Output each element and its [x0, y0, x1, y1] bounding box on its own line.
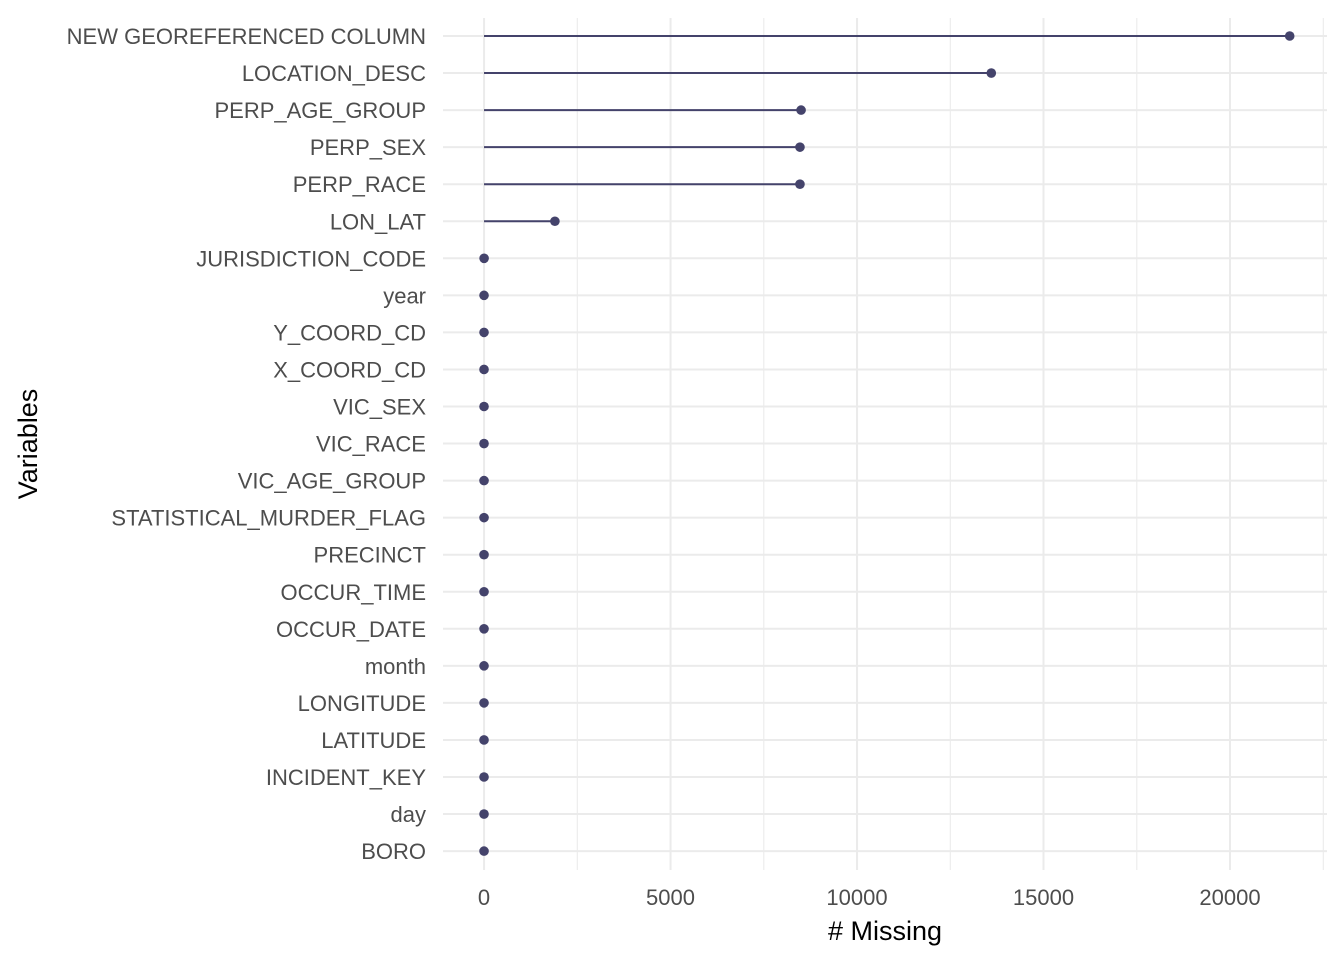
lollipop-point	[479, 512, 489, 523]
label-layer: NEW GEOREFERENCED COLUMN LOCATION_DESC PER…	[67, 24, 1261, 910]
lollipop-point	[479, 586, 489, 597]
lollipop-point	[479, 809, 489, 819]
y-tick-label: VIC_RACE	[316, 432, 426, 457]
lollipop-point	[1284, 31, 1295, 41]
y-tick-label: PERP_AGE_GROUP	[214, 98, 426, 123]
y-tick-label: VIC_SEX	[333, 395, 426, 420]
y-tick-label: day	[391, 802, 426, 827]
x-tick-label: 10000	[826, 885, 887, 910]
y-tick-label: INCIDENT_KEY	[266, 765, 426, 790]
lollipop-point	[795, 179, 805, 189]
lollipop-point	[479, 698, 489, 708]
lollipop-point	[479, 475, 489, 486]
y-tick-label: PERP_SEX	[310, 135, 426, 160]
y-tick-label: LON_LAT	[330, 209, 426, 234]
lollipop-point	[479, 549, 489, 560]
y-tick-label: JURISDICTION_CODE	[196, 246, 426, 271]
lollipop-point	[795, 142, 805, 152]
y-tick-label: PRECINCT	[314, 543, 426, 568]
y-tick-label: OCCUR_DATE	[276, 617, 426, 642]
y-tick-label: BORO	[361, 839, 426, 864]
y-tick-label: month	[365, 654, 426, 679]
x-tick-label: 15000	[1013, 885, 1074, 910]
y-tick-label: NEW GEOREFERENCED COLUMN	[67, 24, 426, 49]
lollipop-point	[479, 327, 489, 338]
y-axis-title: Variables	[13, 389, 43, 500]
grid-layer	[443, 18, 1327, 870]
x-tick-label: 5000	[646, 885, 695, 910]
lollipop-point	[550, 216, 560, 227]
y-tick-label: X_COORD_CD	[273, 357, 426, 382]
y-tick-label: LONGITUDE	[298, 691, 426, 716]
lollipop-point	[479, 290, 489, 301]
lollipop-point	[479, 661, 489, 671]
lollipop-point	[479, 401, 489, 412]
y-tick-label: STATISTICAL_MURDER_FLAG	[111, 506, 426, 531]
x-tick-label: 0	[478, 885, 490, 910]
lollipop-point	[479, 364, 489, 375]
lollipop-point	[479, 846, 489, 856]
lollipop-point	[986, 68, 997, 78]
lollipop-point	[479, 624, 489, 634]
y-tick-label: PERP_RACE	[293, 172, 426, 197]
y-tick-label: OCCUR_TIME	[281, 580, 426, 605]
lollipop-point	[479, 438, 489, 449]
y-tick-label: Y_COORD_CD	[273, 320, 426, 345]
lollipop-point	[479, 772, 489, 782]
x-tick-label: 20000	[1199, 885, 1260, 910]
mark-layer	[479, 31, 1295, 856]
lollipop-point	[479, 253, 489, 264]
y-tick-label: LATITUDE	[321, 728, 426, 753]
y-tick-label: year	[383, 283, 426, 308]
lollipop-point	[796, 105, 806, 115]
lollipop-point	[479, 735, 489, 745]
x-axis-title: # Missing	[828, 916, 942, 946]
y-tick-label: VIC_AGE_GROUP	[238, 469, 426, 494]
y-tick-label: LOCATION_DESC	[242, 61, 426, 86]
